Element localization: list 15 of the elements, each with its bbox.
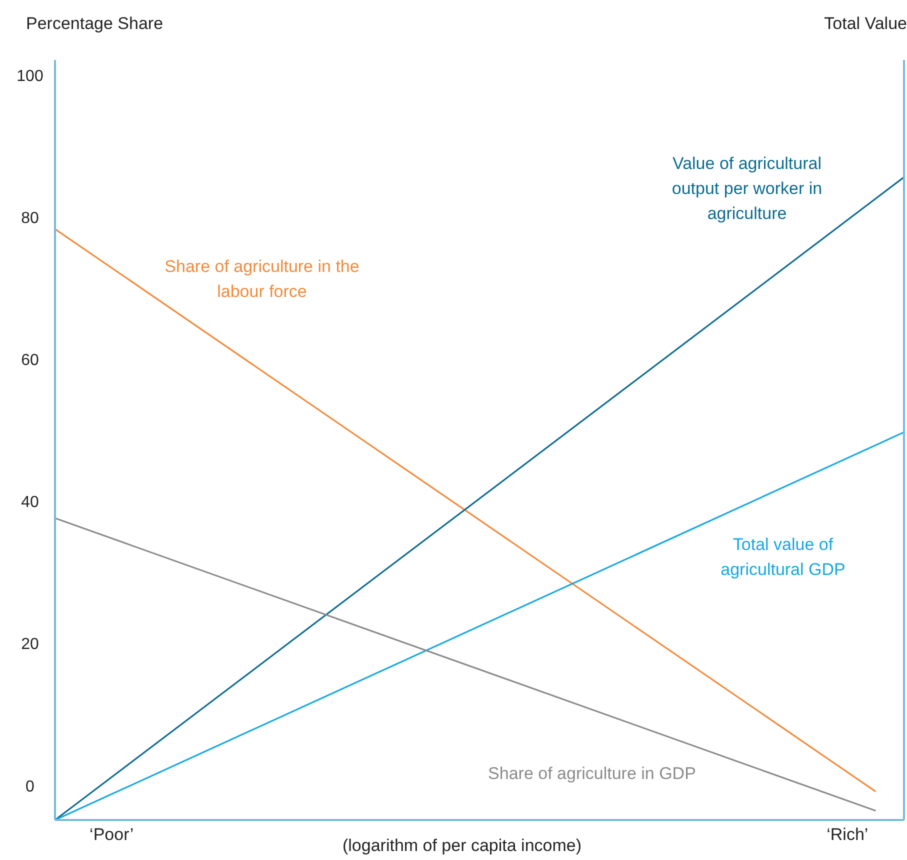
series-label: Total value of agricultural GDP (720, 534, 846, 581)
series-label: Value of agricultural output per worker in agriculture (670, 153, 824, 225)
series-label: Share of agriculture in GDP (487, 763, 697, 785)
series-label: Share of agriculture in the labour force (164, 256, 360, 303)
y-tick-label: 80 (21, 210, 39, 228)
x-axis-title: (logarithm of per capita income) (342, 836, 582, 856)
x-tick-label: ‘Poor’ (90, 825, 134, 844)
y2-axis-title: Total Value (824, 14, 907, 34)
y-axis-title: Percentage Share (26, 14, 164, 34)
y-tick-label: 0 (26, 778, 35, 796)
y-tick-label: 20 (21, 636, 39, 654)
y-tick-label: 60 (21, 352, 39, 370)
y-tick-label: 100 (16, 68, 44, 85)
x-tick-label: ‘Rich’ (826, 825, 868, 844)
y-tick-label: 40 (21, 494, 39, 512)
